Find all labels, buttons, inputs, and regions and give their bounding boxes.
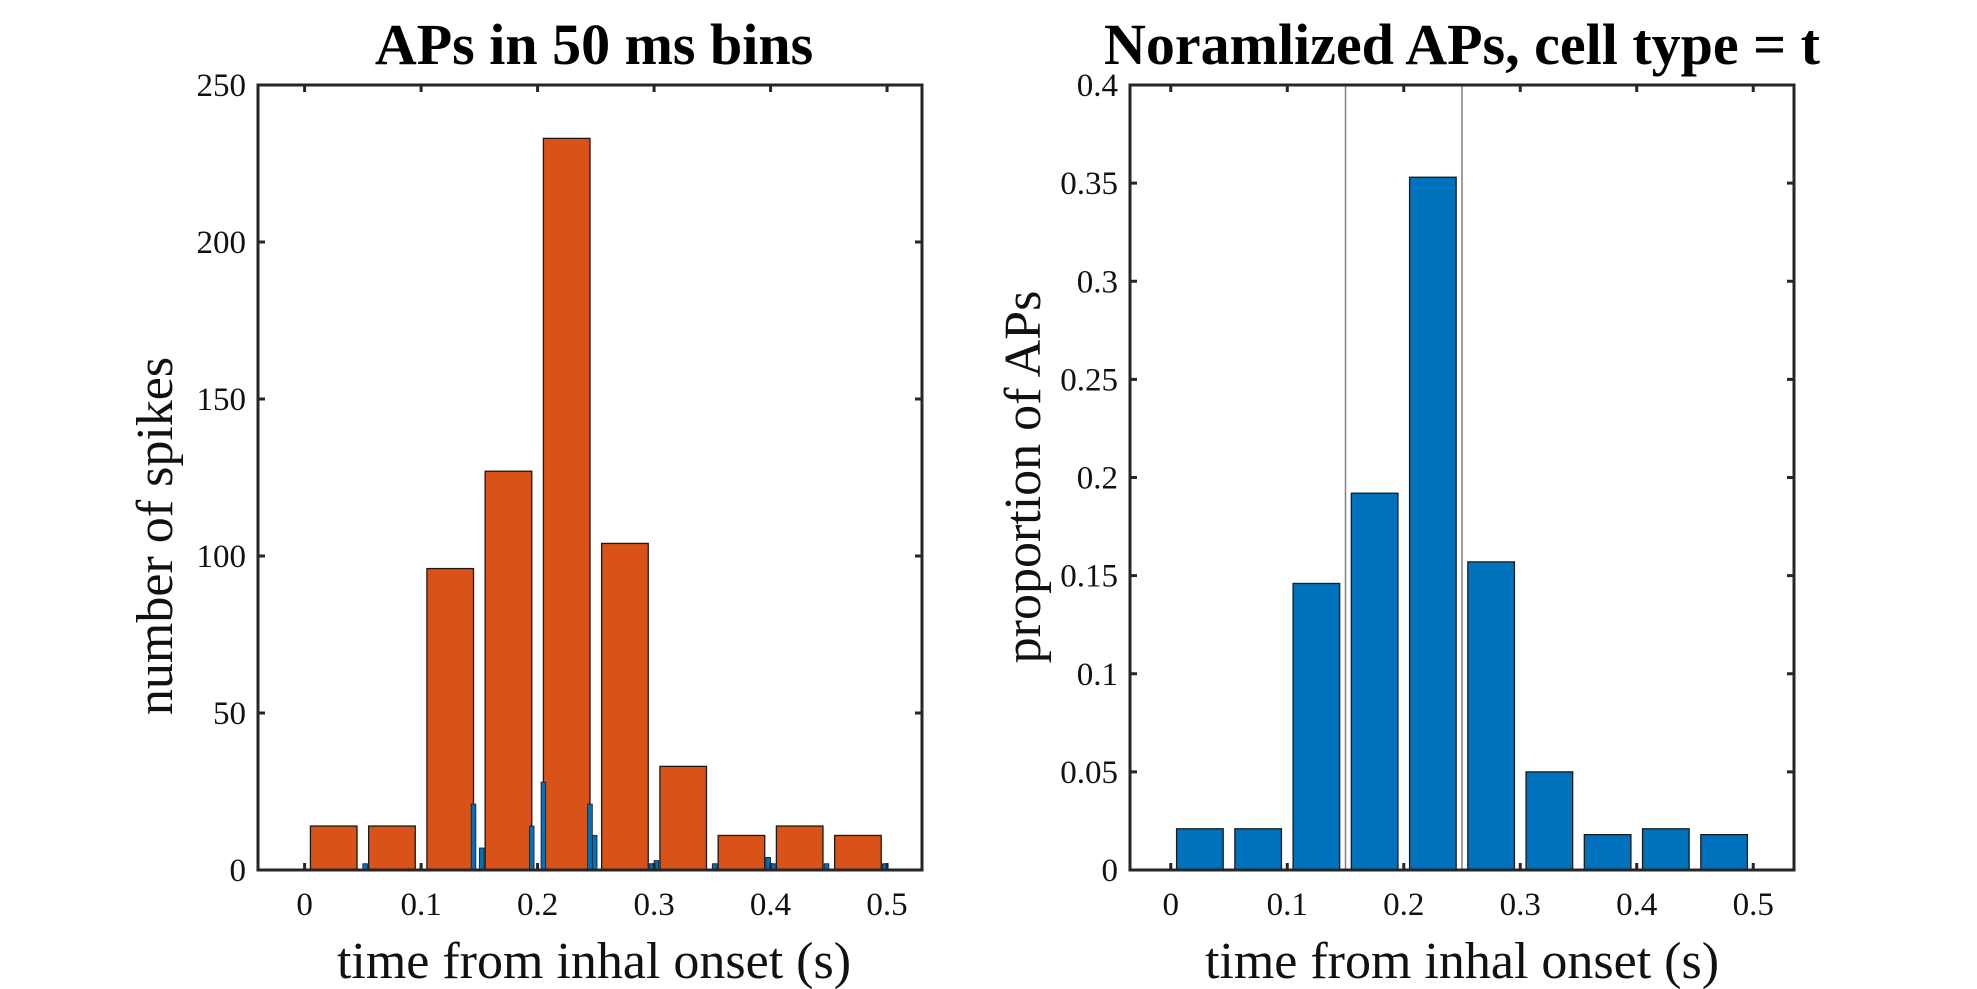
bar bbox=[309, 825, 358, 871]
x-tick-label: 0.2 bbox=[1383, 887, 1424, 923]
bar bbox=[540, 781, 547, 871]
y-tick-label: 0.2 bbox=[1077, 461, 1118, 497]
bar bbox=[426, 567, 475, 871]
plot-frame bbox=[256, 83, 924, 872]
bar bbox=[368, 825, 416, 871]
y-tick-label: 0.15 bbox=[1060, 559, 1118, 595]
bar bbox=[659, 765, 708, 871]
x-tick-label: 0 bbox=[1163, 887, 1180, 923]
x-tick-label: 0.4 bbox=[750, 887, 791, 923]
bar bbox=[717, 834, 766, 871]
plot-frame bbox=[1128, 83, 1796, 872]
chart-title: Noramlized APs, cell type = t bbox=[1104, 12, 1821, 77]
chart-panel-spike-counts: APs in 50 ms bins time from inhal onset … bbox=[127, 12, 924, 989]
y-tick-label: 0.35 bbox=[1060, 166, 1118, 202]
x-tick-label: 0.3 bbox=[633, 887, 674, 923]
chart-title: APs in 50 ms bins bbox=[375, 12, 813, 77]
bar bbox=[833, 834, 882, 871]
bar bbox=[1583, 834, 1632, 871]
y-tick-label: 250 bbox=[197, 68, 247, 104]
y-tick-label: 200 bbox=[197, 225, 247, 261]
bar bbox=[1408, 176, 1457, 871]
x-tick-label: 0.2 bbox=[517, 887, 558, 923]
y-tick-label: 0.25 bbox=[1060, 362, 1118, 398]
bar bbox=[1700, 834, 1749, 871]
x-axis-label: time from inhal onset (s) bbox=[1205, 933, 1719, 989]
x-tick-label: 0.5 bbox=[1733, 887, 1774, 923]
bar bbox=[1525, 771, 1574, 871]
x-tick-label: 0 bbox=[296, 887, 313, 923]
x-tick-label: 0.3 bbox=[1500, 887, 1541, 923]
bar bbox=[775, 825, 824, 871]
x-tick-label: 0.1 bbox=[1267, 887, 1308, 923]
y-tick-label: 0 bbox=[1102, 853, 1119, 889]
bar bbox=[529, 825, 535, 871]
bar bbox=[1234, 828, 1283, 871]
bar-group bbox=[1175, 176, 1749, 871]
y-tick-label: 0 bbox=[230, 853, 247, 889]
axis-ticks: 0 0.1 0.2 0.3 0.4 0.5 0 50 100 150 200 250 bbox=[197, 68, 922, 923]
bar bbox=[484, 470, 533, 871]
y-tick-label: 0.05 bbox=[1060, 755, 1118, 791]
bar bbox=[587, 803, 593, 871]
bar bbox=[470, 803, 477, 871]
bar bbox=[1292, 582, 1341, 871]
y-tick-label: 0.4 bbox=[1077, 68, 1118, 104]
y-tick-label: 0.1 bbox=[1077, 657, 1118, 693]
bar bbox=[1175, 828, 1224, 871]
y-tick-label: 150 bbox=[197, 382, 247, 418]
x-tick-label: 0.1 bbox=[400, 887, 441, 923]
y-axis-label: number of spikes bbox=[127, 357, 184, 715]
x-axis-label: time from inhal onset (s) bbox=[337, 933, 851, 989]
bar bbox=[1350, 492, 1399, 871]
y-tick-label: 0.3 bbox=[1077, 264, 1118, 300]
y-tick-label: 50 bbox=[213, 696, 246, 732]
reference-lines bbox=[1344, 85, 1463, 870]
bar bbox=[1467, 561, 1516, 871]
bar bbox=[478, 847, 485, 871]
axis-ticks: 0 0.1 0.2 0.3 0.4 0.5 0 0.05 0.1 0.15 0.2 0.25 0.3 0.… bbox=[1060, 68, 1794, 923]
x-tick-label: 0.5 bbox=[866, 887, 907, 923]
y-tick-label: 100 bbox=[197, 539, 247, 575]
y-axis-label: proportion of APs bbox=[995, 291, 1052, 664]
chart-panel-normalized: Noramlized APs, cell type = t time from … bbox=[995, 12, 1821, 989]
bar bbox=[542, 137, 591, 871]
bar bbox=[591, 835, 598, 871]
x-tick-label: 0.4 bbox=[1616, 887, 1657, 923]
bar bbox=[600, 542, 649, 871]
bar bbox=[1641, 828, 1690, 871]
bar-group bbox=[309, 137, 888, 871]
